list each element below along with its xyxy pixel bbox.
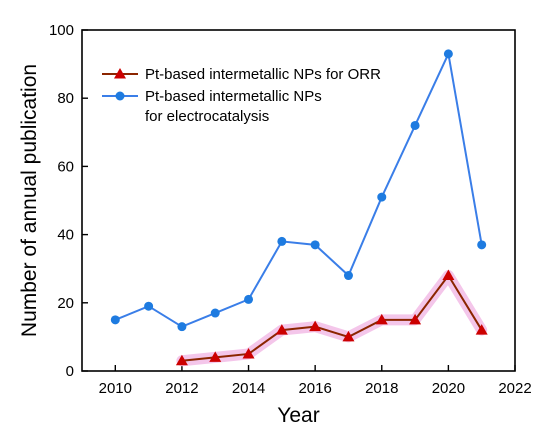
data-point [110, 315, 120, 325]
data-point [442, 269, 455, 281]
data-point [477, 240, 487, 250]
x-tick-label: 2010 [99, 380, 132, 397]
legend-label: Pt-based intermetallic NPs for ORR [145, 66, 381, 83]
data-point [343, 271, 353, 281]
x-tick-label: 2022 [498, 380, 531, 397]
series-line [181, 273, 483, 362]
y-axis-title: Number of annual publication [18, 64, 41, 337]
axis-ticks: 2010 2012 2014 2016 2018 2020 2022 0 20 40 60 80 100 [49, 22, 532, 397]
x-tick-label: 2020 [432, 380, 465, 397]
data-point [342, 330, 355, 342]
legend: Pt-based intermetallic NPs for ORR Pt-bas… [102, 66, 381, 125]
data-point [310, 240, 320, 250]
y-tick-label: 60 [57, 158, 74, 175]
data-point [177, 322, 187, 332]
y-tick-label: 0 [66, 363, 74, 380]
data-point [275, 324, 288, 335]
x-tick-label: 2012 [165, 380, 198, 397]
legend-label: Pt-based intermetallic NPs [145, 88, 322, 105]
series-line [114, 50, 483, 328]
data-point [309, 320, 322, 332]
data-point [409, 313, 422, 325]
legend-item-1: Pt-based intermetallic NPs for electrocat… [102, 88, 322, 125]
data-point [475, 324, 488, 335]
data-point [242, 347, 255, 359]
data-point [244, 294, 254, 304]
data-point [277, 236, 287, 246]
data-point [375, 313, 388, 325]
legend-label: for electrocatalysis [145, 108, 269, 125]
x-tick-label: 2014 [232, 380, 265, 397]
data-point [210, 308, 220, 318]
series-1 [110, 49, 487, 332]
y-tick-label: 20 [57, 295, 74, 312]
y-tick-label: 100 [49, 22, 74, 39]
y-tick-label: 80 [57, 90, 74, 107]
x-axis-title: Year [277, 404, 319, 427]
series-highlight [176, 270, 488, 367]
data-series [110, 49, 488, 367]
legend-item-0: Pt-based intermetallic NPs for ORR [102, 66, 381, 83]
data-point [377, 192, 387, 202]
data-point [209, 351, 222, 362]
plot-border [81, 29, 516, 372]
series-0 [175, 269, 488, 367]
legend-marker [114, 68, 126, 79]
x-tick-label: 2016 [298, 380, 331, 397]
plot-frame [81, 29, 516, 372]
data-point [175, 354, 188, 366]
data-point [410, 120, 420, 130]
data-point [144, 301, 154, 311]
y-tick-label: 40 [57, 227, 74, 244]
data-point [443, 49, 453, 59]
legend-marker [115, 91, 125, 101]
x-tick-label: 2018 [365, 380, 398, 397]
